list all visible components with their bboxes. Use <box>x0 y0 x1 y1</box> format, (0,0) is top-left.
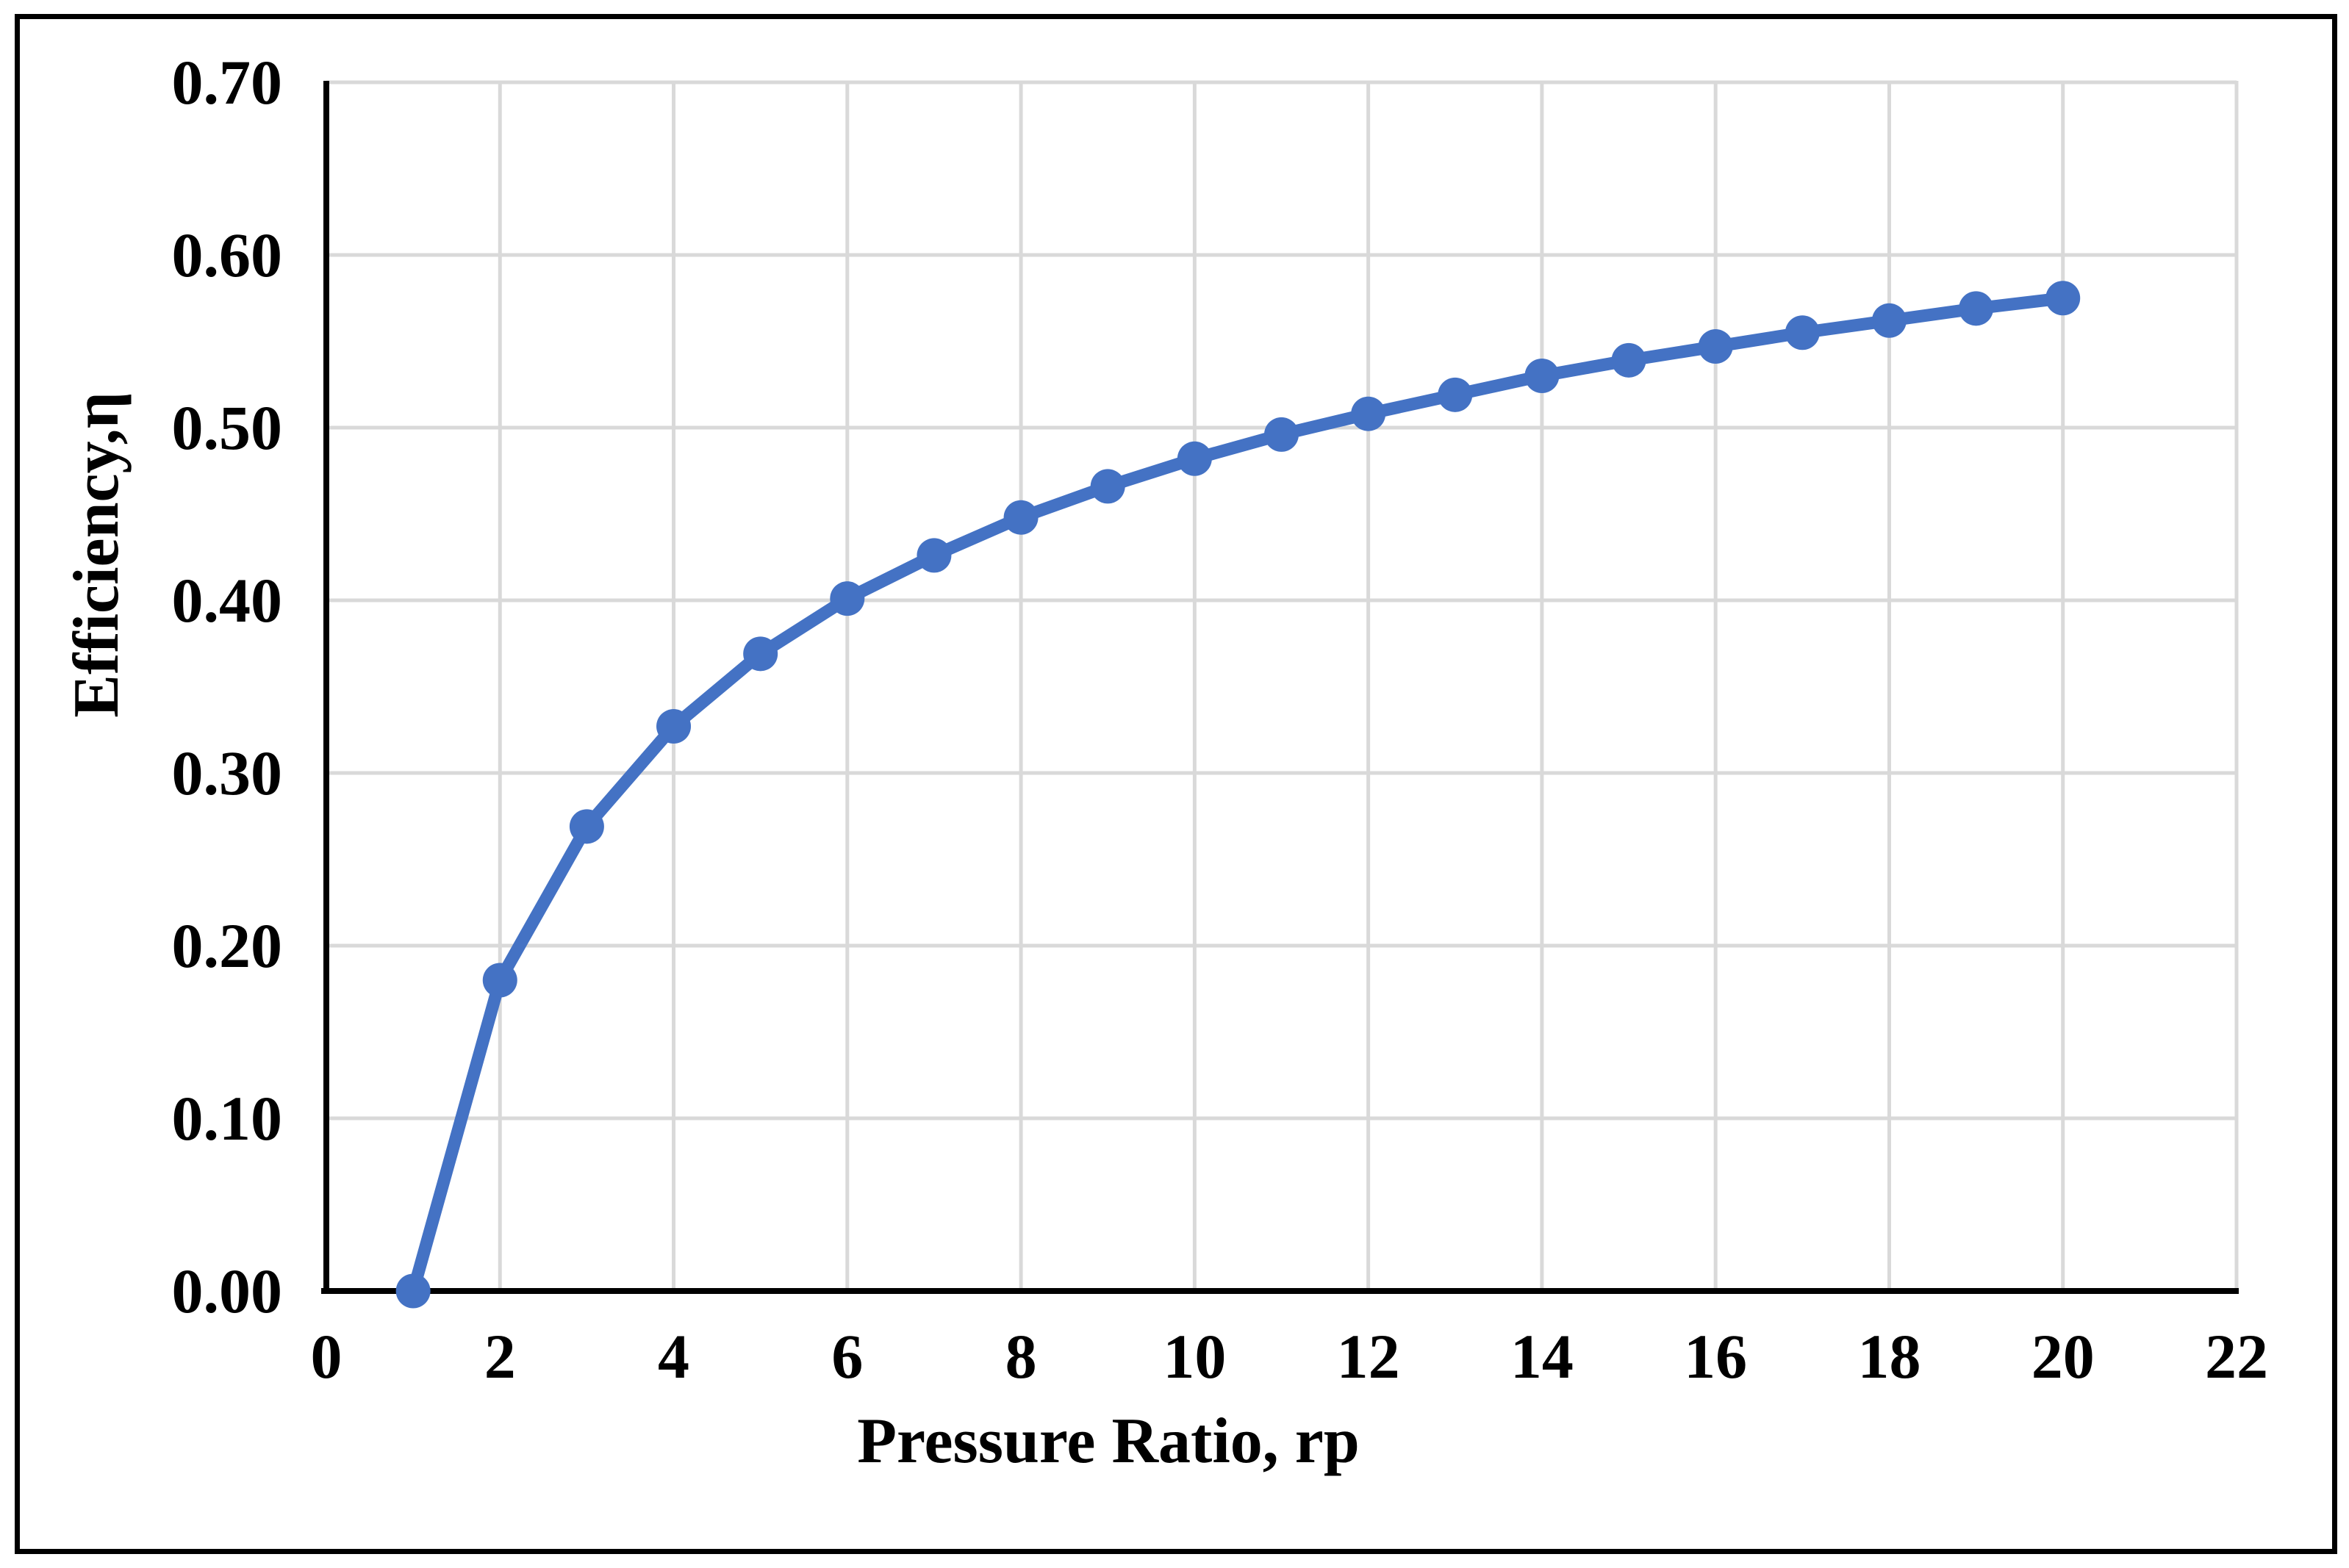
y-tick-label: 0.20 <box>172 910 283 981</box>
x-tick-label: 6 <box>831 1321 863 1392</box>
data-point-marker <box>1871 303 1907 338</box>
y-tick-label: 0.60 <box>172 220 283 290</box>
data-point-marker <box>1959 291 1994 326</box>
data-point-marker <box>1524 359 1560 393</box>
data-point-marker <box>1351 396 1386 431</box>
x-tick-label: 20 <box>2031 1321 2095 1392</box>
data-point-marker <box>1003 500 1039 535</box>
x-tick-label: 16 <box>1684 1321 1747 1392</box>
y-tick-label: 0.70 <box>172 47 283 118</box>
data-point-marker <box>917 538 952 573</box>
x-tick-label: 14 <box>1510 1321 1574 1392</box>
data-series <box>395 281 2081 1309</box>
x-tick-label: 2 <box>484 1321 516 1392</box>
x-tick-label: 18 <box>1857 1321 1921 1392</box>
axes <box>321 81 2239 1294</box>
y-axis-title: Efficiency,η <box>61 392 132 717</box>
y-tick-label: 0.30 <box>172 738 283 808</box>
data-point-marker <box>743 636 778 672</box>
x-tick-label: 10 <box>1163 1321 1226 1392</box>
data-point-marker <box>656 709 692 744</box>
x-tick-label: 12 <box>1337 1321 1400 1392</box>
chart-border <box>15 14 2337 1554</box>
x-tick-label: 0 <box>311 1321 343 1392</box>
data-point-marker <box>1177 441 1212 476</box>
x-tick-label: 22 <box>2205 1321 2268 1392</box>
data-point-marker <box>2045 281 2081 316</box>
data-point-marker <box>482 963 517 998</box>
x-tick-label: 4 <box>658 1321 689 1392</box>
x-axis-title: Pressure Ratio, rp <box>857 1406 1360 1477</box>
y-tick-label: 0.00 <box>172 1256 283 1326</box>
data-point-marker <box>1438 377 1473 412</box>
y-tick-label: 0.40 <box>172 565 283 636</box>
data-point-marker <box>1090 469 1125 504</box>
data-point-marker <box>1611 342 1646 378</box>
data-point-marker <box>395 1273 431 1309</box>
x-tick-label: 8 <box>1005 1321 1037 1392</box>
y-tick-label: 0.50 <box>172 392 283 463</box>
data-point-marker <box>830 581 865 616</box>
data-point-marker <box>1264 417 1299 452</box>
data-point-marker <box>1698 329 1733 364</box>
data-point-marker <box>1785 315 1820 350</box>
y-tick-label: 0.10 <box>172 1083 283 1154</box>
data-point-marker <box>569 809 604 844</box>
axis-tick-labels: 0.00 0.10 0.20 0.30 0.40 0.50 0.60 0.70 0 2 4 6 8 10 1… <box>172 47 2269 1392</box>
